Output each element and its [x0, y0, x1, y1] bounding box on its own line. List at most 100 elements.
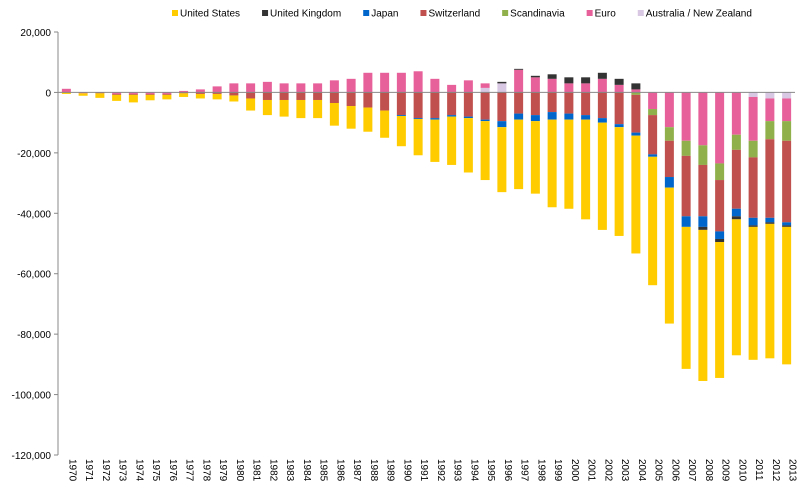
bar-segment: [329, 80, 339, 93]
bar-segment: [765, 217, 775, 223]
bar-segment: [581, 83, 591, 93]
bar-segment: [380, 72, 390, 93]
x-tick-label: 2000: [569, 459, 580, 482]
bar-segment: [296, 83, 306, 93]
bar-segment: [648, 154, 658, 157]
bar-segment: [514, 69, 524, 93]
bar-segment: [413, 118, 423, 120]
bar-segment: [664, 92, 674, 128]
bar-segment: [648, 109, 658, 116]
bar-segment: [731, 219, 741, 356]
bar-segment: [212, 92, 222, 94]
bar-segment: [664, 127, 674, 141]
bar-segment: [564, 83, 574, 93]
x-tick-label: 2007: [686, 459, 697, 482]
bar-segment: [547, 119, 557, 208]
bar-segment: [145, 93, 155, 95]
bar-segment: [313, 99, 323, 119]
bar-segment: [564, 119, 574, 209]
bar-segment: [195, 93, 205, 99]
legend-label: Australia / New Zealand: [646, 9, 752, 20]
bar-segment: [614, 124, 624, 128]
y-tick-label: -60,000: [17, 270, 51, 281]
bar-segment: [497, 92, 507, 122]
bar-segment: [731, 208, 741, 217]
bar-segment: [597, 78, 607, 93]
bar-segment: [765, 223, 775, 359]
bar-segment: [681, 216, 691, 227]
bar-segment: [631, 94, 641, 133]
legend-swatch: [637, 10, 644, 16]
bar-segment: [731, 134, 741, 150]
x-tick-label: 2005: [653, 459, 664, 482]
x-tick-label: 1986: [334, 459, 345, 482]
bar-segment: [61, 92, 71, 94]
bar-segment: [229, 83, 239, 93]
bar-segment: [631, 83, 641, 90]
y-tick-label: 20,000: [20, 28, 51, 39]
bar-segment: [346, 106, 356, 129]
legend-label: Japan: [371, 9, 398, 20]
bar-segment: [497, 121, 507, 128]
bar-segment: [246, 98, 256, 111]
x-tick-label: 1973: [117, 459, 128, 482]
bar-segment: [279, 92, 289, 100]
bar-segment: [648, 115, 658, 155]
x-tick-label: 2002: [602, 459, 613, 482]
bar-segment: [597, 92, 607, 119]
bar-segment: [162, 94, 172, 100]
bar-segment: [195, 92, 205, 94]
bar-segment: [547, 112, 557, 120]
bar-segment: [480, 83, 490, 88]
bar-segment: [698, 92, 708, 146]
bar-segment: [698, 216, 708, 227]
x-tick-label: 1985: [318, 459, 329, 482]
bar-segment: [363, 72, 373, 93]
bar-segment: [212, 86, 222, 93]
x-tick-label: 1993: [452, 459, 463, 482]
bar-segment: [782, 226, 792, 365]
bar-segment: [547, 74, 557, 79]
x-tick-label: 2004: [636, 459, 647, 482]
bar-segment: [447, 115, 457, 117]
bar-segment: [715, 238, 725, 242]
bar-segment: [614, 78, 624, 85]
bar-segment: [614, 127, 624, 236]
legend-swatch: [420, 10, 427, 16]
bar-segment: [128, 92, 138, 94]
bar-segment: [413, 119, 423, 156]
bar-segment: [581, 115, 591, 120]
bar-segment: [748, 96, 758, 141]
bar-segment: [748, 225, 758, 227]
bar-segment: [765, 121, 775, 140]
bar-segment: [731, 92, 741, 135]
bar-segment: [782, 92, 792, 99]
bar-segment: [597, 72, 607, 79]
bar-segment: [112, 94, 122, 101]
bar-segment: [463, 118, 473, 173]
bar-segment: [497, 127, 507, 193]
bar-segment: [782, 121, 792, 141]
bar-segment: [581, 77, 591, 84]
bar-segment: [329, 92, 339, 104]
x-tick-label: 1987: [351, 459, 362, 482]
legend-label: Scandinavia: [510, 9, 565, 20]
bar-segment: [162, 93, 172, 95]
bar-segment: [78, 93, 88, 96]
legend-swatch: [172, 10, 178, 16]
bar-segment: [396, 72, 406, 93]
bar-segment: [631, 89, 641, 93]
x-tick-label: 1976: [167, 459, 178, 482]
bar-segment: [631, 92, 641, 95]
bar-segment: [480, 92, 490, 120]
bar-segment: [480, 121, 490, 181]
bar-segment: [748, 92, 758, 97]
x-tick-label: 2013: [787, 459, 798, 482]
x-tick-label: 1972: [100, 459, 111, 482]
x-tick-label: 1981: [251, 459, 262, 482]
bar-segment: [698, 226, 708, 230]
legend-swatch: [586, 10, 593, 16]
bar-segment: [782, 225, 792, 227]
x-tick-label: 1997: [519, 459, 530, 482]
bar-segment: [363, 92, 373, 108]
